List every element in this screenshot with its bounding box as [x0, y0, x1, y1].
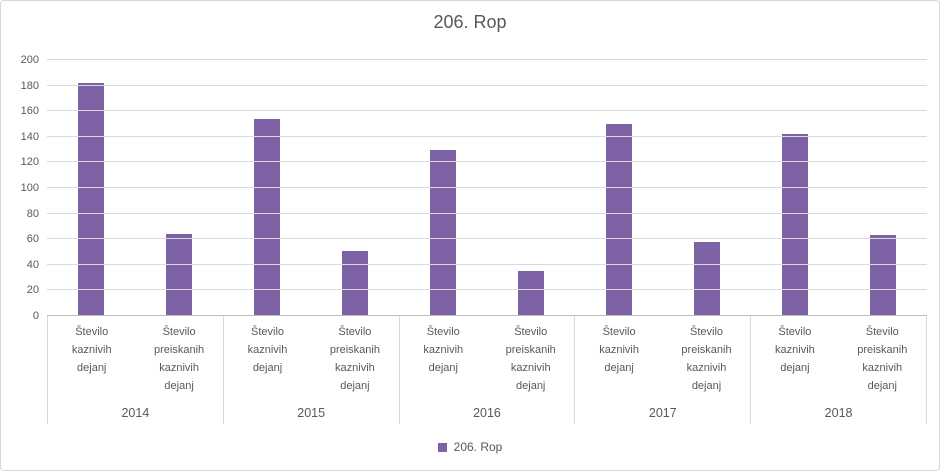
- y-tick-label: 80: [26, 207, 39, 220]
- chart-title: 206. Rop: [433, 12, 507, 32]
- legend-marker-icon: [437, 442, 447, 452]
- group-label: 2017: [648, 406, 677, 420]
- bar-2017-0: [606, 124, 632, 316]
- bar-2014-0: [78, 83, 104, 316]
- gridline: [47, 110, 927, 112]
- category-label: Število preiskanih kaznivih dejanj: [154, 326, 205, 392]
- bar-2014-1: [166, 234, 192, 316]
- y-tick-label: 60: [26, 233, 39, 246]
- x-axis: Število kaznivih dejanj Število preiskani…: [47, 316, 927, 424]
- gridline: [47, 263, 927, 265]
- bar-2018-1: [870, 235, 896, 316]
- category-label: Število kaznivih dejanj: [599, 326, 639, 374]
- gridline: [47, 59, 927, 60]
- group-label: 2015: [297, 406, 326, 420]
- bar-slot: [751, 60, 839, 316]
- bar-slot: [135, 60, 223, 316]
- y-tick-label: 0: [32, 310, 39, 322]
- gridline: [47, 135, 927, 137]
- category-label: Število kaznivih dejanj: [247, 326, 288, 374]
- bar-2015-1: [342, 250, 368, 316]
- category-label: Število kaznivih dejanj: [775, 326, 815, 374]
- y-axis-labels: 0 20 40 60 80 100 120 140 160 180 200: [1, 54, 39, 322]
- gridline: [47, 289, 927, 291]
- bar-slot: [311, 60, 399, 316]
- group-label: 2014: [121, 406, 150, 420]
- y-tick-label: 100: [20, 182, 39, 194]
- bar-slot: [575, 60, 663, 316]
- legend-label: 206. Rop: [453, 440, 503, 454]
- bar-2017-1: [694, 241, 720, 316]
- y-tick-label: 120: [20, 156, 39, 169]
- bar-slot: [487, 60, 575, 316]
- plot-area: [47, 59, 927, 316]
- category-label: Število kaznivih dejanj: [423, 326, 464, 374]
- category-label: Število preiskanih kaznivih dejanj: [681, 326, 732, 392]
- bar-2018-0: [782, 134, 808, 316]
- gridline: [47, 187, 927, 188]
- gridline: [47, 212, 927, 214]
- category-label: Število preiskanih kaznivih dejanj: [857, 326, 908, 392]
- group-label: 2016: [473, 406, 501, 420]
- y-tick-label: 200: [20, 54, 39, 66]
- y-tick-label: 40: [26, 258, 39, 271]
- y-tick-label: 180: [20, 79, 39, 92]
- bar-2015-0: [254, 118, 280, 316]
- category-group-2016: Število kaznivih dejanj Število preiskani…: [398, 316, 575, 424]
- category-group-2015: Število kaznivih dejanj Število preiskani…: [222, 316, 399, 424]
- legend: 206. Rop: [1, 440, 939, 454]
- category-label: Število preiskanih kaznivih dejanj: [505, 326, 556, 392]
- category-group-2014: Število kaznivih dejanj Število preiskani…: [47, 316, 223, 424]
- category-group-2018: Število kaznivih dejanj Število preiskani…: [750, 316, 927, 424]
- x-axis-line: [47, 315, 927, 316]
- bar-slot: [839, 60, 927, 316]
- gridline: [47, 84, 927, 86]
- gridline: [47, 238, 927, 240]
- bar-2016-1: [518, 271, 544, 316]
- bar-slot: [663, 60, 751, 316]
- y-tick-label: 160: [20, 105, 39, 118]
- y-tick-label: 140: [20, 130, 39, 143]
- bar-2016-0: [430, 149, 456, 316]
- category-label: Število kaznivih dejanj: [71, 326, 112, 374]
- bar-slot: [223, 60, 311, 316]
- group-label: 2018: [824, 406, 853, 420]
- bars-layer: [47, 60, 927, 316]
- category-group-2017: Število kaznivih dejanj Število preiskani…: [574, 316, 750, 424]
- bar-slot: [47, 60, 135, 316]
- gridline: [47, 161, 927, 163]
- y-tick-label: 20: [26, 284, 39, 297]
- bar-slot: [399, 60, 487, 316]
- category-label: Število preiskanih kaznivih dejanj: [329, 326, 380, 392]
